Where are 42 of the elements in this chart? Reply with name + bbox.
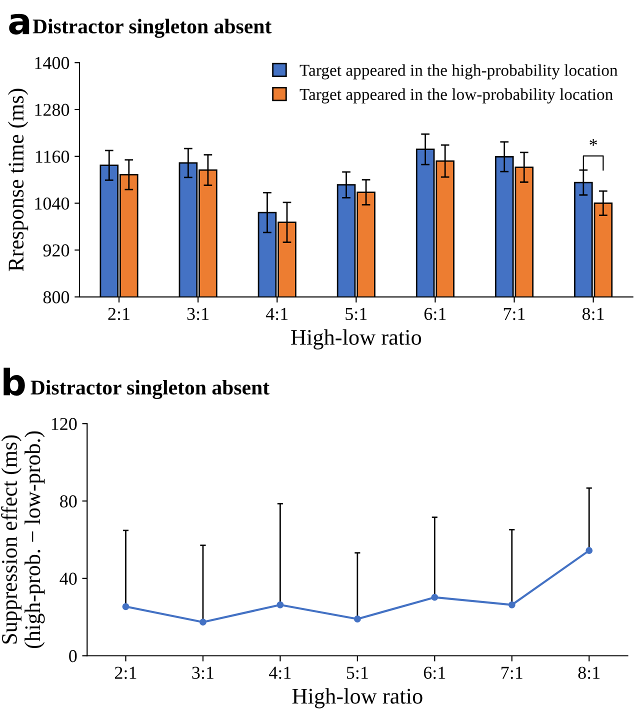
x-axis-title: High-low ratio [292,688,422,708]
x-tick-label: 7:1 [502,666,522,679]
x-axis-title: High-low ratio [291,329,422,350]
y-tick-label: 40 [60,572,77,585]
y-tick-label: 120 [52,418,77,430]
x-tick-label: 7:1 [504,308,525,320]
point [122,603,130,610]
y-axis-title: Suppression effect (ms) (high-prob. − low-prob.) [1,431,45,648]
point [431,594,438,601]
x-tick-label: 6:1 [424,308,446,320]
point [200,618,206,626]
y-tick-label: 0 [69,650,77,662]
x-tick-label: 2:1 [115,666,136,679]
x-tick-label: 8:1 [582,308,604,320]
text: b [4,368,25,396]
x-tick-label: 2:1 [108,308,130,320]
y-tick-label: 920 [43,244,70,256]
point [276,601,284,608]
point [586,547,593,554]
chart-title: Distractor singleton absent [30,380,270,400]
x-tick-label: 3:1 [192,666,214,679]
x-tick-label: 8:1 [578,666,600,679]
x-tick-label: 4:1 [269,666,291,679]
x-tick-label: 5:1 [346,308,367,320]
point [354,616,361,622]
y-axis-title: Rresponse time (ms) [8,88,28,272]
annotation: * [590,139,597,146]
text: a [9,14,30,35]
point [508,601,516,608]
x-tick-label: 3:1 [187,308,209,320]
x-tick-label: 4:1 [266,308,288,320]
y-tick-label: 1400 [35,56,70,70]
y-tick-label: 800 [43,291,70,304]
x-tick-label: 6:1 [424,666,446,679]
y-tick-label: 80 [60,495,77,508]
y-tick-label: 1280 [35,104,70,116]
legend-label: Target appeared in the high-probability location [300,64,618,80]
chart-title: Distractor singleton absent [32,18,272,38]
legend-label: Target appeared in the low-probability location [300,88,613,104]
y-tick-label: 1040 [35,197,70,210]
y-tick-label: 1160 [36,150,70,163]
x-tick-label: 5:1 [346,666,368,679]
